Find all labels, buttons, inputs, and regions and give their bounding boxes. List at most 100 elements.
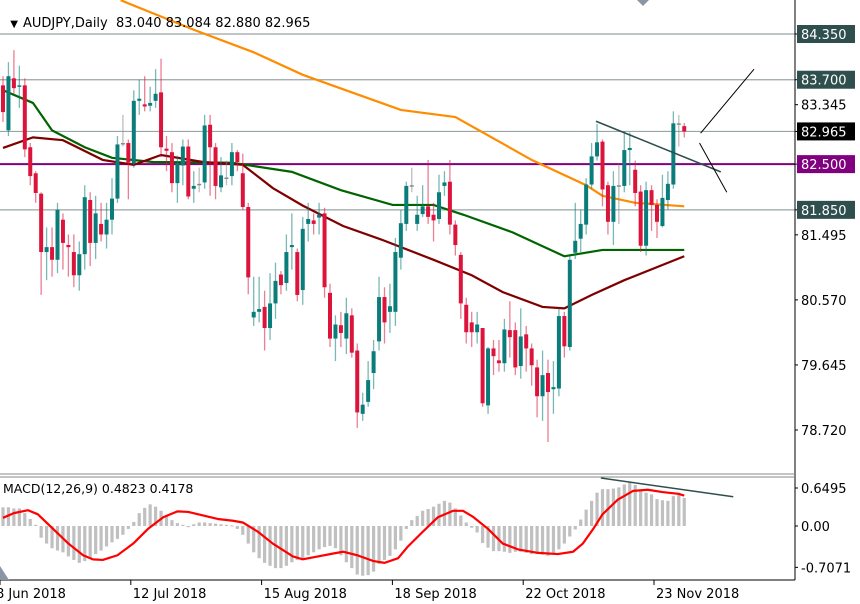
macd-histogram-bar [475,526,479,533]
candle-bullish [148,102,153,106]
macd-histogram-bar [437,503,441,526]
candle-bearish [431,214,436,221]
macd-histogram-bar [104,526,109,547]
candle-bearish [66,245,71,248]
macd-histogram-bar [17,508,21,526]
candle-bearish [480,328,485,404]
price-label-box [797,200,855,219]
price-label: 82.965 [801,125,847,140]
macd-histogram-bar [393,526,397,550]
candle-bearish [382,297,387,323]
chart-header: ▼ AUDJPY,Daily 83.040 83.084 82.880 82.96… [2,1,310,31]
candle-bearish [262,306,267,329]
macd-histogram-bar [682,497,686,526]
macd-histogram-bar [110,526,114,543]
macd-histogram-bar [388,526,392,556]
candle-bearish [186,146,191,197]
macd-histogram-bar [186,526,190,528]
candle-bullish [82,197,87,255]
candle-bullish [518,336,523,367]
macd-histogram-bar [486,526,490,548]
candle-bullish [644,190,649,246]
triangle-down-icon[interactable]: ▼ [10,19,18,30]
candle-bullish [44,247,49,253]
macd-histogram-bar [366,526,370,576]
candle-bearish [496,360,501,364]
price-label: 81.850 [801,204,847,219]
candle-bullish [540,375,545,397]
macd-tick-label: 0.00 [801,520,830,535]
candle-bearish [126,143,131,163]
candle-bullish [595,142,600,157]
macd-panel [1,477,734,576]
candle-bullish [502,329,507,364]
candle-bullish [622,150,627,186]
macd-histogram-bar [99,526,103,551]
candle-bearish [99,223,104,235]
macd-histogram-bar [39,526,43,538]
candle-bearish [453,224,458,246]
macd-histogram-bar [677,492,681,526]
time-tick-label: 12 Jul 2018 [133,587,207,602]
macd-histogram-bar [513,526,517,552]
candle-bearish [507,330,512,338]
candle-bullish [551,387,556,390]
candle-bullish [398,223,403,258]
candle-bullish [567,259,572,348]
candle-bearish [159,92,164,148]
scenario-arrow-line [700,68,755,134]
macd-histogram-bar [508,526,512,553]
candle-bearish [208,124,213,148]
macd-histogram-bar [328,526,332,546]
macd-histogram-bar [546,526,550,556]
macd-signal-line [2,488,685,564]
macd-histogram-bar [208,523,212,526]
candle-bearish [142,104,147,107]
macd-histogram-bar [72,526,76,560]
macd-histogram-bar [126,526,130,529]
candle-bearish [22,85,27,150]
macd-histogram-bar [143,507,147,526]
macd-histogram-bar [584,509,588,526]
macd-tick-label: -0.7071 [801,561,851,576]
macd-histogram-bar [295,526,299,560]
candle-bearish [246,207,251,278]
macd-histogram-bar [230,525,234,527]
macd-histogram-bar [644,492,648,526]
macd-histogram-bar [83,526,87,562]
candle-bullish [377,297,382,342]
candle-bullish [17,85,22,87]
candle-bullish [137,98,142,101]
macd-histogram-bar [197,522,201,526]
macd-histogram-bar [660,500,665,526]
macd-histogram-bar [470,526,474,528]
candle-bullish [300,228,305,291]
candle-bullish [676,123,681,125]
candle-bullish [409,185,414,187]
candle-bullish [229,152,234,177]
macd-histogram-bar [628,482,632,526]
macd-histogram-bar [415,516,419,526]
macd-histogram-bar [219,524,223,526]
candle-bearish [295,252,300,295]
macd-histogram-bar [639,490,643,526]
macd-histogram-bar [410,520,414,526]
macd-histogram-bar [611,488,615,526]
macd-histogram-bar [649,494,654,526]
candle-bullish [578,223,583,239]
chart-shift-marker-icon[interactable] [637,0,649,6]
macd-histogram-bar [551,526,556,555]
candle-bearish [11,78,16,89]
candle-bullish [251,311,256,318]
annotations[interactable] [595,68,755,193]
macd-histogram-bar [339,526,343,556]
macd-histogram-bar [94,526,98,555]
price-tick-label: 83.345 [801,99,847,114]
candle-bullish [131,100,136,164]
candle-bearish [469,322,474,333]
price-tick-label: 80.570 [801,294,847,309]
price-tick-label: 81.495 [801,229,847,244]
macd-label: MACD(12,26,9) 0.4823 0.4178 [3,481,194,496]
macd-histogram-bar [246,526,250,544]
